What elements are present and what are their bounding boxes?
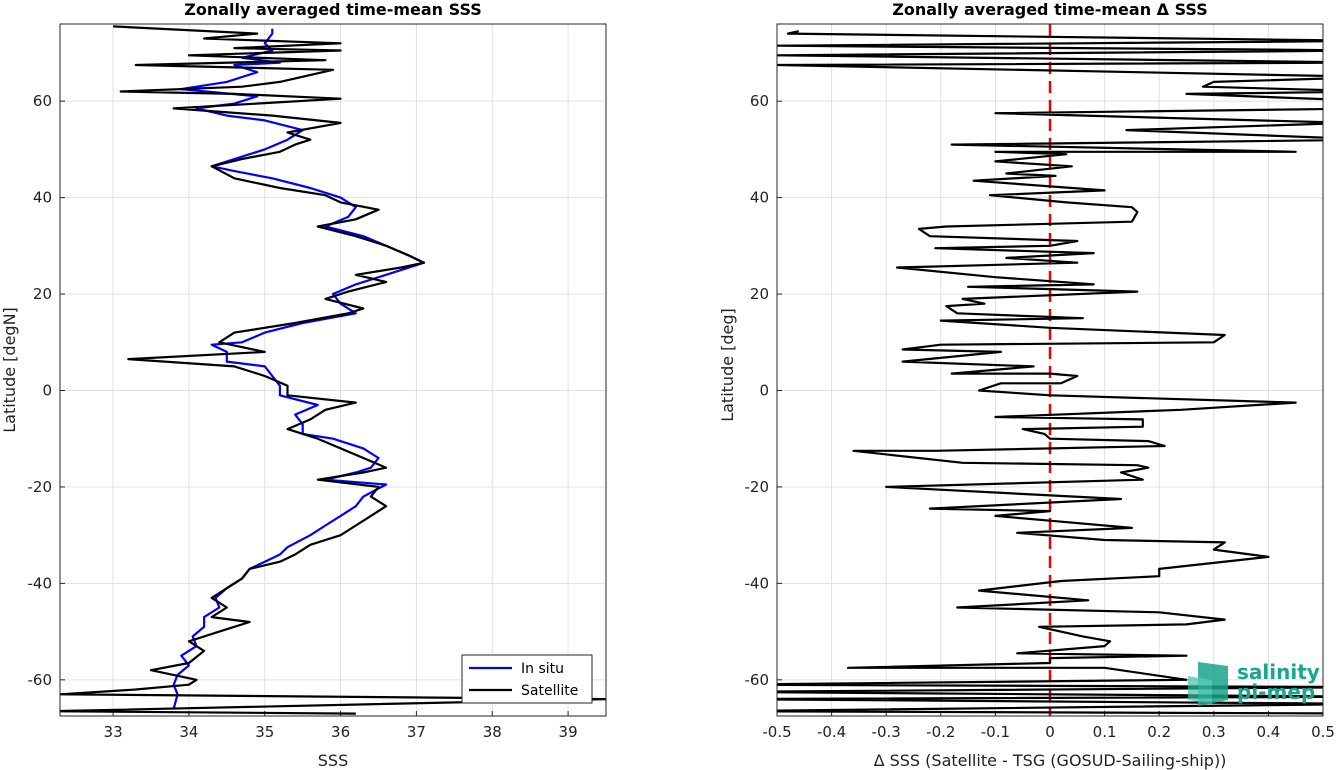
- x-tick-label: 0.1: [1093, 723, 1117, 741]
- x-tick-label: 39: [559, 723, 578, 741]
- x-tick-label: 38: [483, 723, 502, 741]
- x-tick-label: -0.5: [762, 723, 791, 741]
- left-axes-box: [59, 23, 607, 717]
- left-series-group: [60, 25, 606, 715]
- y-tick-label: -60: [745, 671, 770, 689]
- x-tick-label: 0.4: [1256, 723, 1280, 741]
- left-x-axis-label: SSS: [318, 751, 348, 770]
- logo-text-line1: salinity: [1237, 660, 1320, 684]
- right-axes-box: [776, 23, 1324, 717]
- y-tick-label: 20: [33, 285, 52, 303]
- left-y-axis-label: Latitude [degN]: [0, 307, 19, 433]
- right-tick-labels: -0.5 -0.4 -0.3 -0.2 -0.1 0 0.1 0.2 0.3 0.4 0.5 -60 -…: [745, 92, 1335, 741]
- left-chart-title: Zonally averaged time-mean SSS: [184, 0, 482, 19]
- x-tick-label: -0.3: [872, 723, 901, 741]
- x-tick-label: 35: [255, 723, 274, 741]
- right-chart: Zonally averaged time-mean Δ SSS -0.5 -0.…: [718, 0, 1335, 770]
- y-tick-label: -40: [28, 574, 53, 592]
- x-tick-label: 0.5: [1311, 723, 1335, 741]
- legend-label-in-situ: In situ: [521, 661, 564, 677]
- salinity-pi-mep-logo: salinity pi-mep: [1188, 660, 1320, 706]
- left-tick-labels: 33 34 35 36 37 38 39 -60 -40 -20 0 20 40 60: [28, 92, 578, 741]
- x-tick-label: 0.3: [1202, 723, 1226, 741]
- left-grid: [60, 24, 606, 716]
- y-tick-label: 0: [759, 381, 769, 399]
- x-tick-label: -0.1: [981, 723, 1010, 741]
- x-tick-label: -0.4: [817, 723, 846, 741]
- y-tick-label: -20: [745, 478, 770, 496]
- x-tick-label: 36: [331, 723, 350, 741]
- right-x-axis-label: Δ SSS (Satellite - TSG (GOSUD-Sailing-sh…: [874, 751, 1227, 770]
- series-line-satellite: [60, 25, 606, 715]
- right-series-group: [777, 30, 1323, 715]
- y-tick-label: -20: [28, 478, 53, 496]
- y-tick-label: -40: [745, 574, 770, 592]
- series-line-delta-sss: [777, 30, 1323, 715]
- x-tick-label: 34: [179, 723, 198, 741]
- right-y-axis-label: Latitude [deg]: [718, 308, 737, 422]
- x-tick-label: 37: [407, 723, 426, 741]
- y-tick-label: 20: [750, 285, 769, 303]
- y-tick-label: 40: [750, 189, 769, 207]
- y-tick-label: 60: [33, 92, 52, 110]
- x-tick-label: -0.2: [926, 723, 955, 741]
- y-tick-label: 0: [42, 381, 52, 399]
- x-tick-label: 0: [1045, 723, 1055, 741]
- y-tick-label: 60: [750, 92, 769, 110]
- legend: In situ Satellite: [461, 654, 593, 704]
- right-chart-title: Zonally averaged time-mean Δ SSS: [892, 0, 1208, 19]
- left-chart: Zonally averaged time-mean SSS 33 34 35 36 3…: [0, 0, 607, 770]
- x-tick-label: 33: [104, 723, 123, 741]
- x-tick-label: 0.2: [1147, 723, 1171, 741]
- logo-mark-icon: [1188, 662, 1228, 706]
- logo-text-line2: pi-mep: [1237, 680, 1315, 704]
- legend-box: [461, 654, 593, 704]
- legend-label-satellite: Satellite: [521, 683, 578, 699]
- y-tick-label: 40: [33, 189, 52, 207]
- y-tick-label: -60: [28, 671, 53, 689]
